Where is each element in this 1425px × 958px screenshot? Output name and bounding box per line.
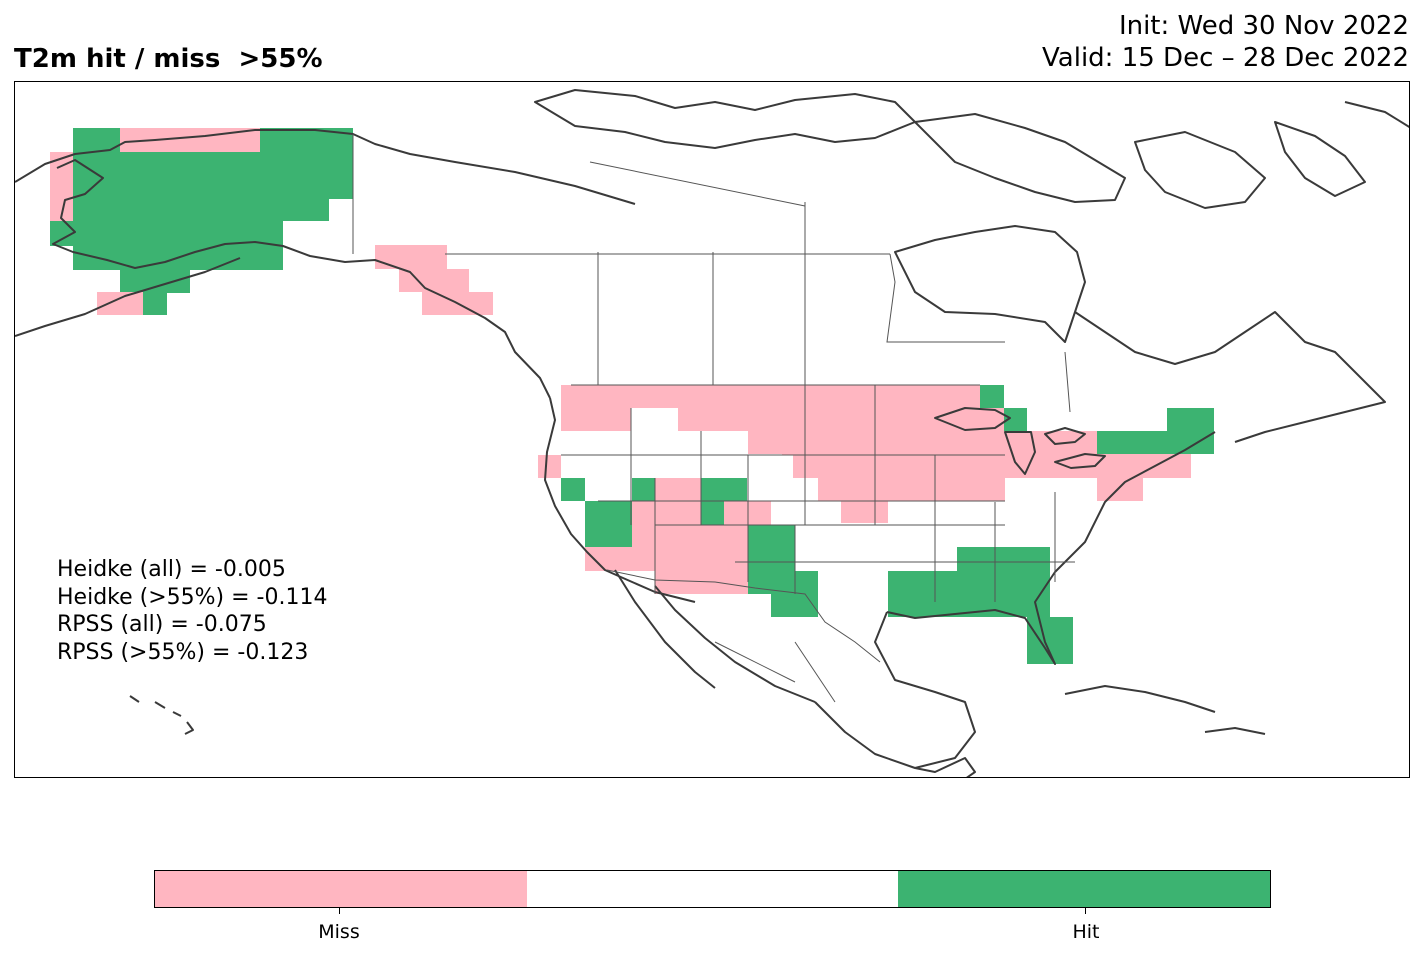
miss-cell	[50, 199, 73, 221]
colorbar	[154, 870, 1271, 908]
hit-cell	[73, 199, 329, 221]
miss-cell	[655, 525, 748, 571]
miss-cell	[841, 501, 888, 523]
date-info: Init: Wed 30 Nov 2022 Valid: 15 Dec – 28…	[1042, 10, 1409, 74]
miss-cell	[561, 385, 782, 408]
miss-cell	[1074, 431, 1097, 454]
hit-cell	[585, 501, 632, 547]
hit-cell	[701, 501, 724, 525]
heidke-all: Heidke (all) = -0.005	[57, 557, 286, 582]
miss-cell	[375, 245, 447, 269]
heidke-55: Heidke (>55%) = -0.114	[57, 584, 328, 610]
init-date: Init: Wed 30 Nov 2022	[1118, 11, 1409, 41]
miss-cell	[585, 408, 608, 431]
miss-cell	[655, 571, 748, 594]
miss-cell	[97, 292, 143, 315]
hit-cell	[701, 478, 747, 501]
hit-cell	[632, 478, 655, 501]
rpss-all: RPSS (all) = -0.075	[57, 612, 267, 637]
colorbar-neutral	[526, 871, 899, 907]
colorbar-label-hit: Hit	[1072, 921, 1100, 943]
miss-cell	[585, 547, 632, 571]
miss-cell	[818, 478, 1005, 501]
political-borders	[352, 134, 1075, 703]
miss-cell	[980, 408, 1004, 455]
hit-cell	[120, 270, 190, 293]
hit-cell	[1097, 431, 1214, 454]
skill-scores: Heidke (all) = -0.005 Heidke (>55%) = -0…	[57, 556, 327, 666]
rpss-55: RPSS (>55%) = -0.123	[57, 639, 309, 665]
hit-cell	[143, 292, 167, 315]
valid-period: Valid: 15 Dec – 28 Dec 2022	[1042, 43, 1409, 73]
miss-cell	[399, 269, 469, 292]
colorbar-hit	[898, 871, 1271, 907]
hit-cell	[888, 571, 1050, 617]
grid-cells	[50, 128, 1214, 664]
miss-cell	[1004, 431, 1074, 478]
hit-cell	[1167, 408, 1214, 431]
hit-cell	[1004, 408, 1027, 431]
colorbar-tick-hit	[1085, 908, 1086, 914]
miss-cell	[748, 431, 783, 454]
miss-cell	[793, 455, 1005, 478]
map-title: T2m hit / miss >55%	[14, 44, 323, 74]
miss-cell	[678, 408, 782, 431]
hit-cell	[957, 547, 1050, 571]
miss-cell	[50, 176, 73, 199]
forecast-map	[14, 81, 1410, 778]
miss-cell	[632, 501, 655, 571]
map-canvas	[15, 89, 1409, 777]
miss-cell	[1097, 478, 1143, 501]
miss-cell	[782, 385, 980, 455]
miss-cell	[50, 152, 73, 176]
miss-cell	[538, 455, 561, 478]
hit-cell	[561, 478, 585, 501]
hit-cell	[73, 152, 353, 199]
coastlines	[15, 89, 1409, 777]
colorbar-tick-miss	[339, 908, 340, 914]
hit-cell	[980, 385, 1004, 408]
colorbar-miss	[155, 871, 527, 907]
colorbar-label-miss: Miss	[318, 921, 360, 943]
